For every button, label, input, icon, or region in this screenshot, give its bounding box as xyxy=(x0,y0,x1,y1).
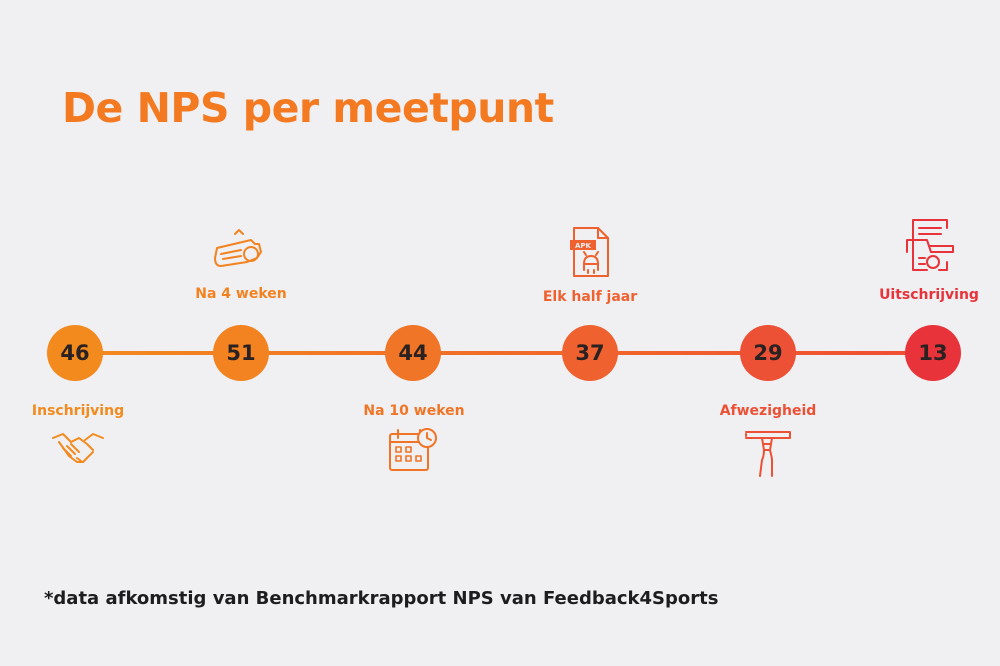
nps-node-inschrijving: 46 xyxy=(47,325,103,381)
label-uitschrijving: Uitschrijving xyxy=(879,287,979,303)
label-afwezigheid: Afwezigheid xyxy=(719,403,817,419)
apk-file-icon: APK xyxy=(568,226,612,278)
label-na-4-weken: Na 4 weken xyxy=(195,286,287,302)
page-title: De NPS per meetpunt xyxy=(62,84,554,132)
label-na-10-weken: Na 10 weken xyxy=(363,403,465,419)
footnote-source: *data afkomstig van Benchmarkrapport NPS… xyxy=(44,588,719,609)
nps-node-afwezigheid: 29 xyxy=(740,325,796,381)
svg-text:APK: APK xyxy=(575,242,592,250)
label-elk-half-jaar: Elk half jaar xyxy=(542,289,638,305)
label-inschrijving: Inschrijving xyxy=(31,403,125,419)
nps-node-na-4-weken: 51 xyxy=(213,325,269,381)
handshake-icon xyxy=(51,428,105,468)
hand-pointing-icon xyxy=(742,426,794,478)
whistle-icon xyxy=(211,228,267,272)
calendar-clock-icon xyxy=(387,426,439,474)
nps-node-uitschrijving: 13 xyxy=(905,325,961,381)
timeline-line xyxy=(74,351,934,355)
nps-node-na-10-weken: 44 xyxy=(385,325,441,381)
certificate-icon xyxy=(905,218,957,274)
nps-node-elk-half-jaar: 37 xyxy=(562,325,618,381)
